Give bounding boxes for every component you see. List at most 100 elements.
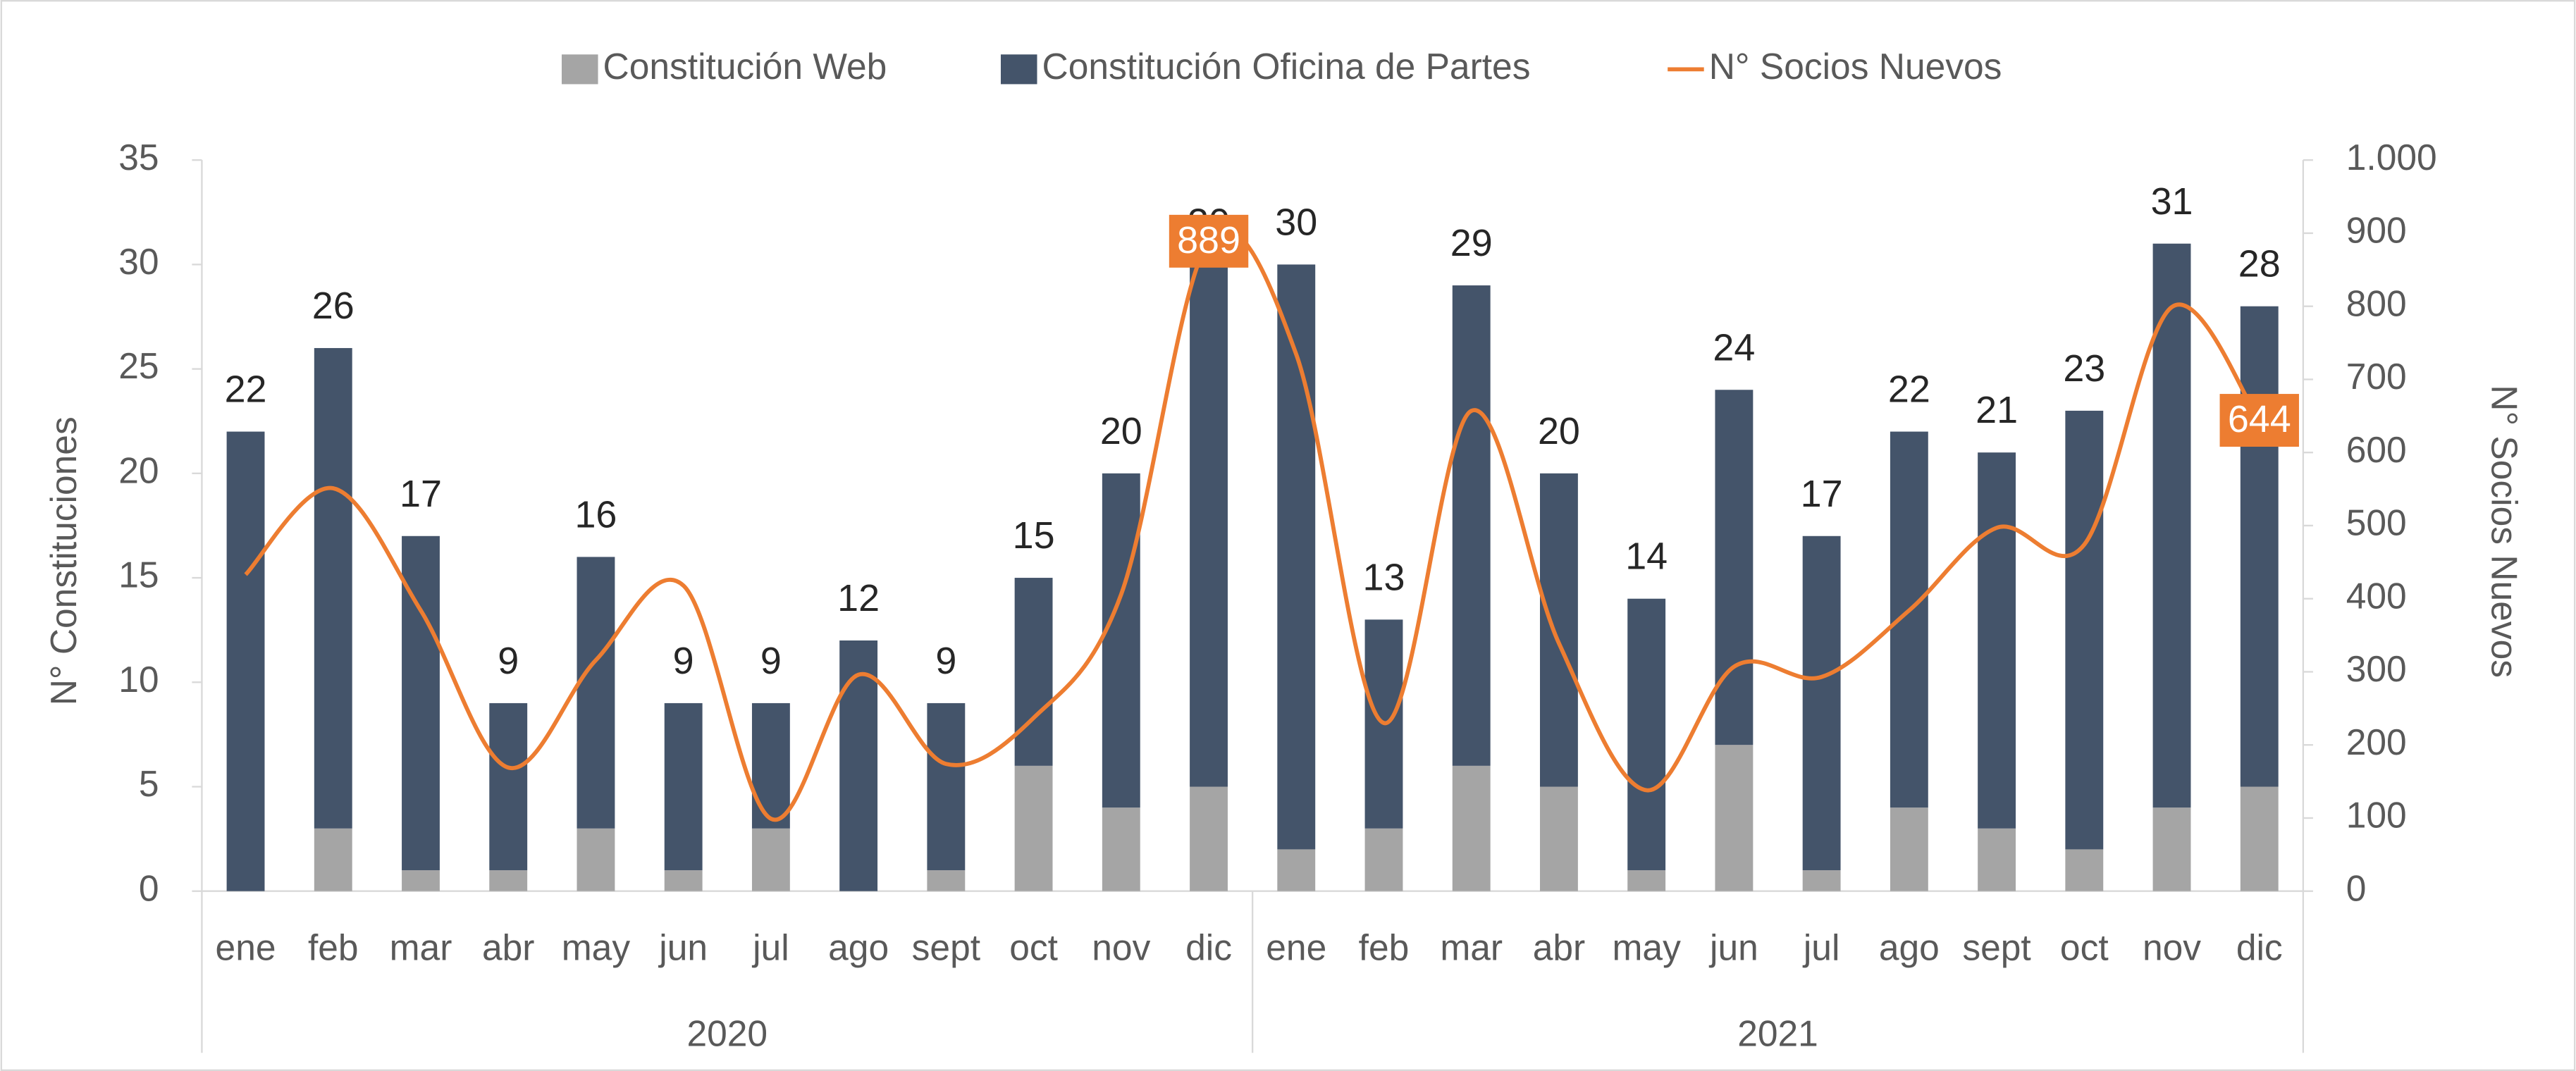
bar [2152,807,2191,891]
x-tick-label: sept [912,927,980,968]
x-tick-label: may [562,927,631,968]
total-label: 12 [837,577,880,619]
bar [1452,285,1491,766]
bar [1540,786,1578,891]
year-label: 2021 [1737,1013,1818,1053]
y2-tick-label: 300 [2346,648,2407,689]
y-tick-label: 25 [118,345,159,386]
bar [751,702,790,829]
bar [664,870,703,891]
total-label: 21 [1976,389,2018,431]
legend-label: Constitución Oficina de Partes [1042,46,1531,87]
bar [1014,765,1053,891]
total-label: 13 [1363,556,1405,598]
y-tick-label: 20 [118,450,159,490]
bar [226,431,265,891]
y2-tick-label: 200 [2346,722,2407,762]
x-tick-label: nov [2143,927,2201,968]
y2-axis-title: N° Socios Nuevos [2484,385,2525,678]
x-tick-label: abr [1533,927,1585,968]
bar [1627,598,1666,871]
legend-swatch [1000,54,1037,85]
bar [1452,765,1491,891]
total-label: 22 [1888,369,1930,411]
total-label: 15 [1013,514,1055,557]
bar [2240,306,2279,787]
x-tick-label: jun [658,927,708,968]
bar [1540,473,1578,787]
legend-label: Constitución Web [603,46,887,87]
y2-tick-label: 0 [2346,867,2367,908]
bar [664,702,703,871]
bar [1802,870,1841,891]
legend-swatch [561,54,598,85]
bar [1190,264,1228,787]
line [244,228,2262,822]
bar [577,557,615,829]
bar [2065,849,2104,891]
bar [1978,828,2016,891]
x-tick-label: ene [216,927,276,968]
bar [577,828,615,891]
total-label: 22 [225,369,267,411]
bar [1014,578,1053,766]
bar [1715,745,1754,891]
total-label: 23 [2063,347,2105,390]
y2-tick-label: 400 [2346,575,2407,616]
bar [489,702,528,871]
bar [751,828,790,891]
total-label: 24 [1713,326,1755,369]
bar [2152,243,2191,808]
bar [927,702,966,871]
bar [1277,849,1316,891]
bar [1102,807,1140,891]
bar [839,640,878,891]
total-label: 28 [2238,243,2281,285]
y-tick-label: 10 [118,659,159,700]
bar [1190,786,1228,891]
y2-tick-label: 600 [2346,429,2407,470]
x-tick-label: feb [308,927,359,968]
total-label: 17 [400,473,442,515]
total-label: 16 [574,493,617,536]
y-tick-label: 30 [118,241,159,282]
y2-tick-label: 500 [2346,502,2407,543]
value-label: 644 [2228,398,2291,440]
y-axis-title: N° Constituciones [43,416,84,705]
bar [1978,452,2016,829]
total-label: 9 [935,640,956,682]
value-label: 889 [1177,219,1240,261]
x-tick-label: abr [482,927,534,968]
bar [1102,473,1140,808]
y-tick-label: 5 [139,763,159,804]
x-tick-label: may [1613,927,1682,968]
x-tick-label: jul [751,927,789,968]
bar [314,347,352,829]
x-tick-label: oct [2060,927,2109,968]
bar [2065,410,2104,850]
bar [489,870,528,891]
year-label: 2020 [686,1013,768,1053]
x-tick-label: oct [1009,927,1058,968]
bar [402,870,440,891]
y2-tick-label: 1.000 [2346,137,2437,178]
x-tick-label: sept [1962,927,2030,968]
value-label-box [1169,214,1249,268]
y-tick-label: 0 [139,867,159,908]
x-tick-label: dic [1185,927,1232,968]
y-tick-label: 15 [118,555,159,595]
y2-tick-label: 700 [2346,356,2407,397]
value-label-box [2219,394,2299,447]
bar [1277,264,1316,850]
bar [2240,786,2279,891]
y-tick-label: 35 [118,137,159,178]
x-tick-label: mar [1440,927,1503,968]
total-label: 20 [1100,410,1142,452]
total-label: 31 [2151,180,2193,223]
bar [1627,870,1666,891]
x-tick-label: feb [1359,927,1410,968]
x-tick-label: ago [1879,927,1940,968]
total-label: 30 [1275,201,1317,243]
bar [1364,828,1403,891]
